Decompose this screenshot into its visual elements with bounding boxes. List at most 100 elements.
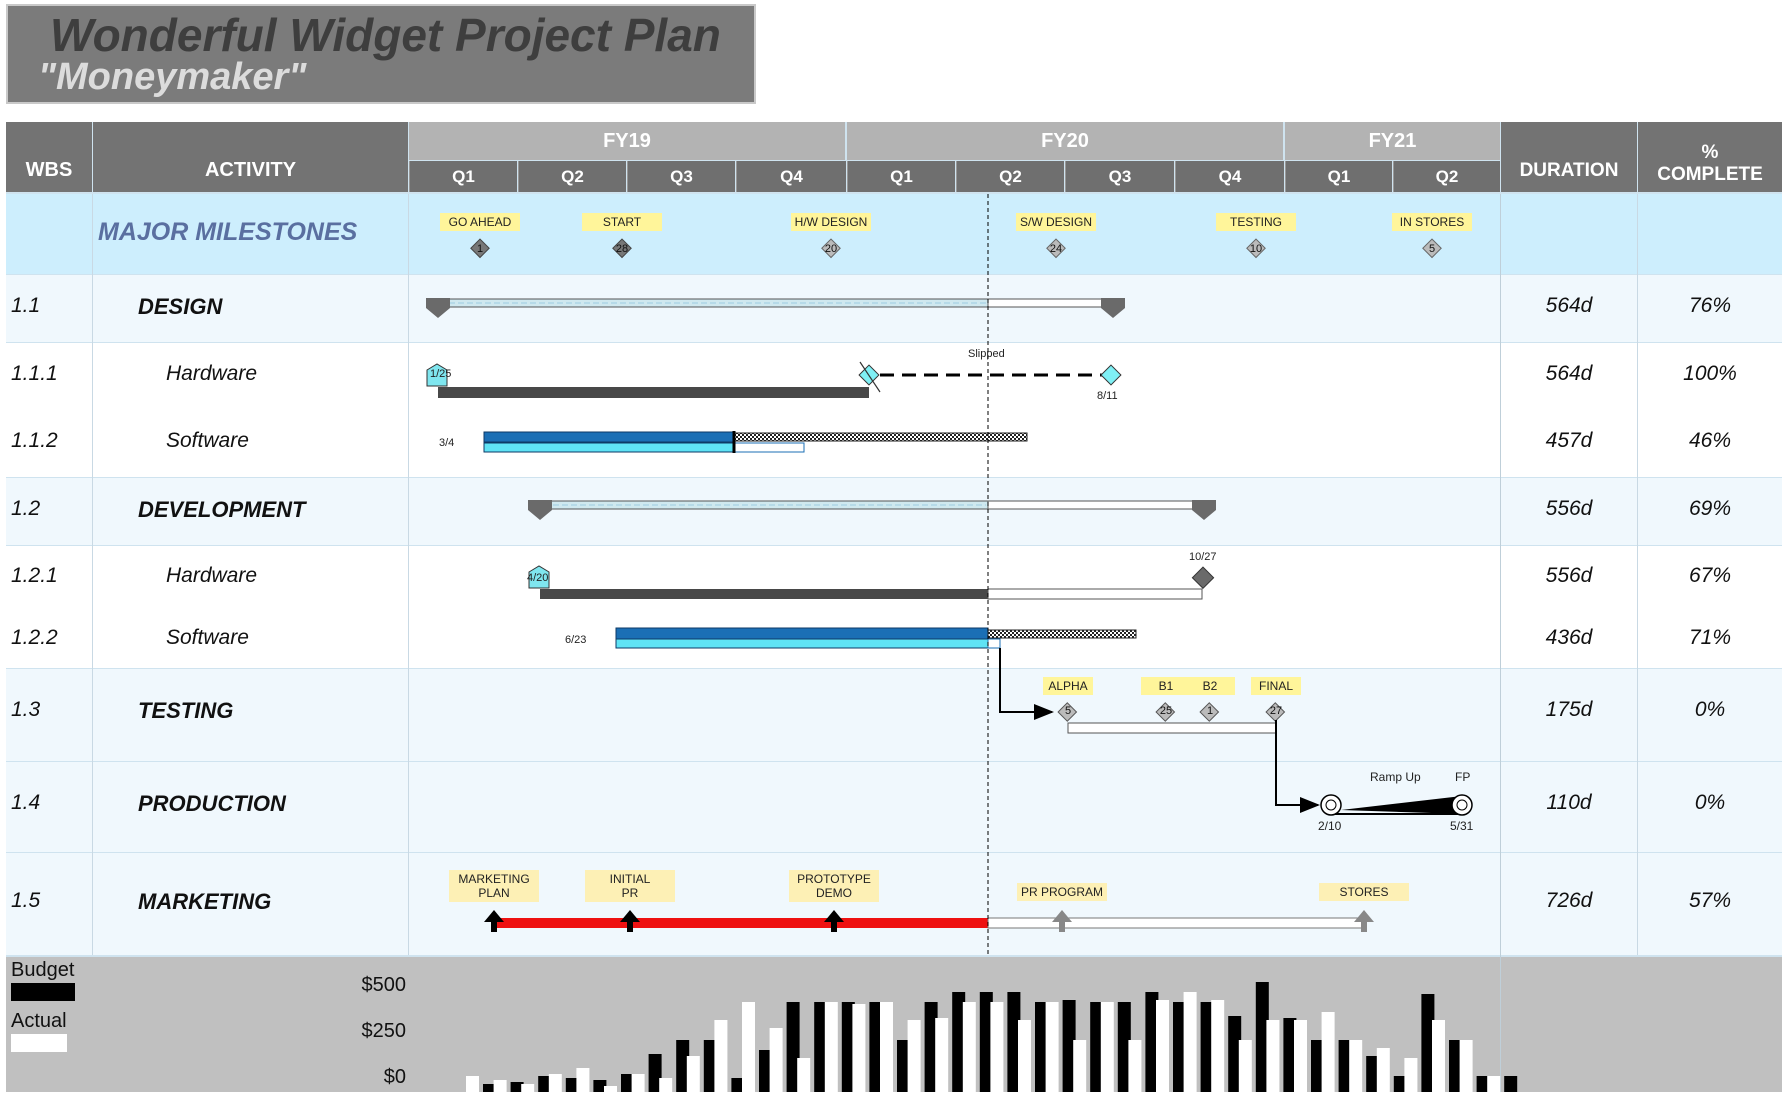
row-wbs: 1.2.2 <box>11 626 58 649</box>
row-duration: 175d <box>1545 698 1593 721</box>
budget-bar <box>1145 992 1159 1092</box>
actual-bar <box>1073 1040 1087 1092</box>
milestone-label: START <box>582 213 662 231</box>
budget-bar <box>1366 1056 1380 1092</box>
actual-bar <box>576 1068 590 1092</box>
row-percent-complete: 71% <box>1688 626 1732 649</box>
budget-bar <box>1173 1002 1186 1092</box>
budget-bar <box>1090 1002 1104 1092</box>
budget-bar <box>869 1002 883 1092</box>
budget-bar <box>593 1080 607 1092</box>
marketing-milestone-label: MARKETING PLAN <box>449 870 539 902</box>
header-quarter: Q3 <box>1065 161 1174 192</box>
row-wbs: 1.1.2 <box>11 429 58 452</box>
header-quarter: Q2 <box>518 161 626 192</box>
row-percent-complete: 67% <box>1688 564 1732 587</box>
fp-label: FP <box>1455 770 1471 784</box>
actual-bar <box>659 1078 673 1092</box>
actual-legend-swatch <box>11 1034 67 1052</box>
milestone-day: 5 <box>1428 243 1436 255</box>
page-subtitle: "Moneymaker" <box>38 56 307 98</box>
actual-bar <box>935 1018 949 1092</box>
budget-bar <box>924 1002 938 1092</box>
milestone-start-diamond <box>612 238 632 259</box>
actual-bar <box>1294 1020 1307 1092</box>
hw-start-date: 1/25 <box>430 368 452 380</box>
milestone-day: 28 <box>615 243 629 255</box>
design-summary-bar <box>426 298 1125 318</box>
development-hardware-bar <box>528 565 1215 600</box>
row-activity: Hardware <box>166 362 258 385</box>
budget-bar <box>759 1050 772 1092</box>
budget-legend-swatch <box>11 983 75 1001</box>
development-software-bar <box>615 627 1137 649</box>
budget-bar <box>538 1076 552 1092</box>
budget-bar <box>1035 1002 1048 1092</box>
budget-panel <box>6 957 1782 1092</box>
header-wbs: WBS <box>6 122 92 192</box>
actual-bar <box>1321 1012 1335 1092</box>
actual-bar <box>769 1028 783 1092</box>
budget-bar <box>952 992 966 1092</box>
row-activity: TESTING <box>138 698 234 723</box>
budget-bar <box>897 1040 910 1092</box>
actual-bar <box>686 1056 700 1092</box>
row-activity: MARKETING <box>138 889 272 914</box>
actual-bar <box>466 1076 479 1092</box>
testing-milestone-day: 27 <box>1269 705 1283 717</box>
budget-bar <box>483 1084 496 1092</box>
row-percent-complete: 57% <box>1688 889 1732 912</box>
testing-milestone-label: ALPHA <box>1043 677 1093 695</box>
row-percent-complete: 100% <box>1683 362 1737 385</box>
actual-bar <box>1156 1000 1169 1092</box>
budget-bar <box>1062 1000 1076 1092</box>
row-activity: Software <box>166 626 249 649</box>
budget-bar <box>1421 994 1435 1092</box>
row-duration: 726d <box>1545 889 1593 912</box>
testing-milestone-day: 25 <box>1159 705 1173 717</box>
row-1-1-sub-bg <box>6 343 1782 477</box>
production-end-date: 5/31 <box>1450 819 1474 833</box>
budget-bar <box>979 992 993 1092</box>
budget-bar <box>1393 1076 1407 1092</box>
title-banner <box>6 4 756 104</box>
row-duration: 110d <box>1546 791 1592 814</box>
actual-bar <box>493 1080 507 1092</box>
budget-bar <box>786 1002 800 1092</box>
header-quarter: Q2 <box>956 161 1064 192</box>
milestone-day: 10 <box>1249 243 1263 255</box>
production-start-date: 2/10 <box>1318 819 1342 833</box>
milestone-sw-design-diamond <box>1046 238 1066 259</box>
actual-bar <box>521 1084 535 1092</box>
page-title: Wonderful Widget Project Plan <box>50 9 721 61</box>
marketing-label-line2: DEMO <box>816 886 852 900</box>
marketing-label-line1: MARKETING <box>458 872 530 886</box>
development-summary-bar <box>528 500 1216 520</box>
header-quarter: Q3 <box>627 161 735 192</box>
actual-legend-label: Actual <box>11 1010 67 1032</box>
dev-sw-start-date: 6/23 <box>565 634 587 646</box>
budget-axis-0: $0 <box>383 1066 406 1088</box>
actual-bar <box>824 1002 838 1092</box>
budget-bar <box>676 1040 690 1092</box>
testing-milestone-day: 1 <box>1206 705 1214 717</box>
hw-end-date: 8/11 <box>1097 390 1118 402</box>
budget-bar <box>1338 1040 1352 1092</box>
actual-bar <box>1018 1020 1031 1092</box>
row-duration: 556d <box>1545 564 1593 587</box>
actual-bar <box>548 1074 562 1092</box>
header-quarter: Q4 <box>1175 161 1284 192</box>
actual-bar <box>1238 1040 1252 1092</box>
row-activity: Software <box>166 429 249 452</box>
actual-bar <box>714 1020 728 1092</box>
row-1-4-bg <box>6 762 1782 852</box>
row-wbs: 1.1 <box>11 294 41 317</box>
row-wbs: 1.3 <box>11 698 41 721</box>
marketing-label-line1: STORES <box>1339 885 1389 899</box>
budget-bars <box>466 982 1518 1092</box>
budget-axis-250: $250 <box>361 1020 407 1042</box>
milestone-label: H/W DESIGN <box>791 213 871 231</box>
actual-bar <box>797 1058 811 1092</box>
actual-bar <box>631 1074 645 1092</box>
marketing-milestone-label: PR PROGRAM <box>1017 883 1107 901</box>
